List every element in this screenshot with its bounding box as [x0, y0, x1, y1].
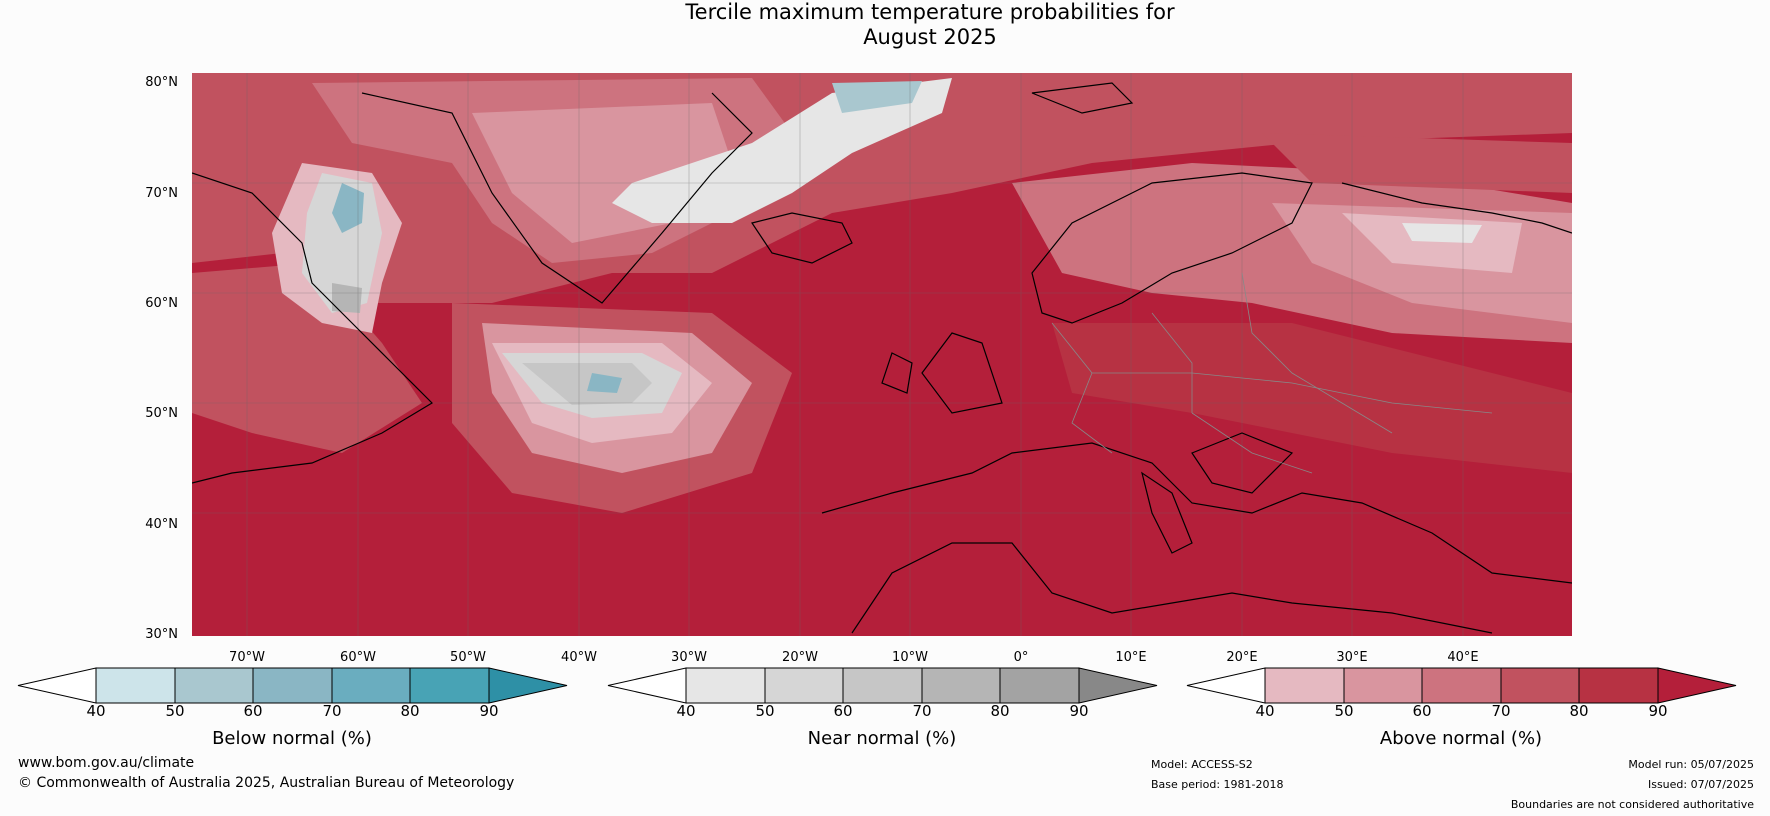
near-tick: 40	[676, 702, 696, 720]
below-tick: 40	[86, 702, 106, 720]
above-tick: 70	[1491, 702, 1511, 720]
model-text: Model: ACCESS-S2	[1151, 758, 1253, 771]
below-arrow-right	[488, 667, 568, 704]
above-arrow-right	[1657, 667, 1737, 704]
below-tick: 70	[322, 702, 342, 720]
above-normal-label: Above normal (%)	[1379, 728, 1543, 749]
colorbar-below-normal-swatches	[17, 667, 568, 704]
colorbar-near-normal-swatches	[607, 667, 1158, 704]
lat-label-80n: 80°N	[145, 75, 178, 90]
lon-label-30e: 30°E	[1336, 650, 1368, 665]
above-tick: 90	[1648, 702, 1668, 720]
lon-label-10w: 10°W	[892, 650, 928, 665]
above-tick: 80	[1569, 702, 1589, 720]
above-bin-80-90	[1578, 667, 1659, 704]
below-bin-40-50	[95, 667, 176, 704]
above-bin-60-70	[1421, 667, 1502, 704]
website-link[interactable]: www.bom.gov.au/climate	[18, 755, 195, 771]
near-tick: 50	[755, 702, 775, 720]
below-tick: 90	[479, 702, 499, 720]
title-line: Tercile maximum temperature probabilitie…	[685, 0, 1175, 24]
disclaimer-text: Boundaries are not considered authoritat…	[1510, 798, 1754, 811]
lat-label-30n: 30°N	[145, 627, 178, 642]
near-tick: 80	[990, 702, 1010, 720]
base-period-text: Base period: 1981-2018	[1151, 778, 1284, 791]
issued-text: Issued: 07/07/2025	[1647, 778, 1754, 791]
lat-label-60n: 60°N	[145, 296, 178, 311]
near-tick: 60	[833, 702, 853, 720]
below-bin-50-60	[174, 667, 254, 704]
lat-label-50n: 50°N	[145, 406, 178, 421]
lon-label-60w: 60°W	[340, 650, 376, 665]
map-title: Tercile maximum temperature probabilitie…	[0, 0, 1770, 50]
below-bin-60-70	[252, 667, 333, 704]
model-run-text: Model run: 05/07/2025	[1628, 758, 1754, 771]
lon-label-40e: 40°E	[1447, 650, 1479, 665]
near-arrow-right	[1078, 667, 1158, 704]
colorbar-above-normal	[1186, 667, 1737, 704]
near-bin-40-50	[685, 667, 766, 704]
near-tick: 90	[1069, 702, 1089, 720]
above-tick: 50	[1334, 702, 1354, 720]
colorbar-above-normal-swatches	[1186, 667, 1737, 704]
above-tick: 60	[1412, 702, 1432, 720]
below-arrow-left	[17, 667, 97, 704]
near-bin-80-90	[999, 667, 1080, 704]
below-bin-70-80	[331, 667, 411, 704]
lon-label-20e: 20°E	[1226, 650, 1258, 665]
near-tick: 70	[912, 702, 932, 720]
probability-map	[192, 73, 1572, 636]
near-arrow-left	[607, 667, 687, 704]
above-bin-50-60	[1343, 667, 1423, 704]
lon-label-50w: 50°W	[450, 650, 486, 665]
map-canvas	[192, 73, 1572, 636]
lat-label-40n: 40°N	[145, 517, 178, 532]
lon-label-40w: 40°W	[561, 650, 597, 665]
lon-label-20w: 20°W	[782, 650, 818, 665]
below-bin-80-90	[409, 667, 490, 704]
below-normal-label: Below normal (%)	[212, 728, 372, 749]
lon-label-70w: 70°W	[229, 650, 265, 665]
above-bin-40-50	[1264, 667, 1345, 704]
below-tick: 80	[400, 702, 420, 720]
near-bin-60-70	[842, 667, 923, 704]
lon-label-10e: 10°E	[1115, 650, 1147, 665]
lat-label-70n: 70°N	[145, 186, 178, 201]
near-bin-50-60	[764, 667, 844, 704]
above-tick: 40	[1255, 702, 1275, 720]
above-bin-70-80	[1500, 667, 1580, 704]
below-tick: 50	[165, 702, 185, 720]
lon-label-0: 0°	[1013, 650, 1029, 665]
subtitle-line: August 2025	[863, 25, 997, 49]
colorbar-below-normal	[17, 667, 568, 704]
near-bin-70-80	[921, 667, 1001, 704]
lon-label-30w: 30°W	[671, 650, 707, 665]
below-tick: 60	[243, 702, 263, 720]
above-arrow-left	[1186, 667, 1266, 704]
near-normal-label: Near normal (%)	[807, 728, 957, 749]
copyright-text: © Commonwealth of Australia 2025, Austra…	[18, 775, 515, 791]
colorbar-near-normal	[607, 667, 1158, 704]
